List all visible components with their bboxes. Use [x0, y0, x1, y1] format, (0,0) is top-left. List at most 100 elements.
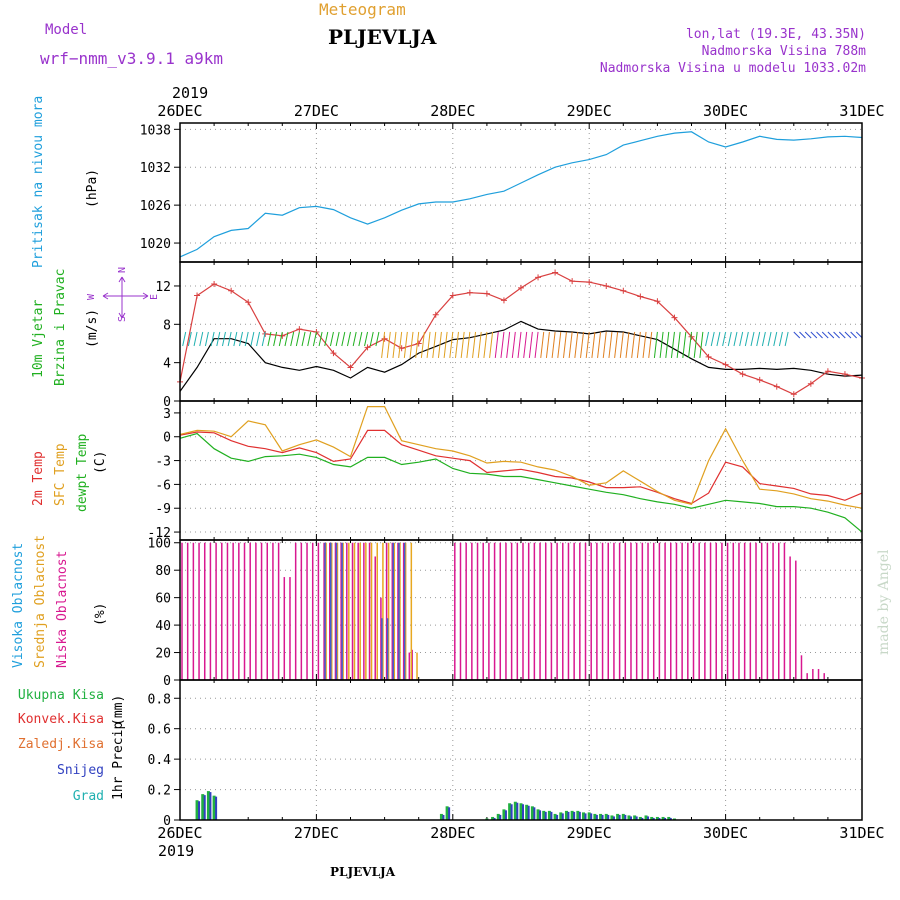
wind-vector [810, 331, 818, 339]
gust-point [637, 293, 644, 300]
precip-legend-frozen: Zaledj.Kisa [18, 737, 104, 752]
precip-bar [508, 803, 512, 820]
snow-bar [658, 817, 661, 820]
y-tick-label: 0 [163, 674, 171, 689]
wind-vector [460, 331, 465, 359]
snow-bar [533, 807, 536, 820]
wind-vector [827, 331, 835, 339]
y-tick-label: 1020 [140, 237, 171, 252]
wind-vector [659, 331, 664, 359]
wind-vector [233, 331, 238, 347]
y-tick-label: 4 [163, 357, 171, 372]
y-tick-label: 1026 [140, 199, 171, 214]
precip-bar [519, 803, 523, 820]
wind-vector [432, 331, 437, 359]
meteogram-label: Meteogram [319, 0, 406, 19]
snow-bar [567, 811, 570, 820]
wind-ylabel-1: 10m Vjetar [31, 300, 46, 378]
gust-point [756, 376, 763, 383]
wind-vector [778, 331, 783, 347]
panel-temperature: -12 -9 -6 -3 0 3 [148, 400, 863, 541]
wind-vector [517, 331, 522, 359]
gust-point [194, 292, 201, 299]
wind-vector [682, 331, 687, 359]
snow-bar [442, 814, 445, 820]
snow-bar [641, 817, 644, 820]
wind-vector [631, 331, 636, 359]
wind-vector [415, 331, 420, 359]
gust-point [773, 383, 780, 390]
snow-bar [607, 814, 610, 820]
wind-vector [392, 331, 397, 359]
time-tick-bottom: 29DEC [567, 824, 612, 842]
precip-bar [576, 810, 580, 820]
snow-bar [584, 813, 587, 820]
gust-point [620, 287, 627, 294]
wind-vector [352, 331, 357, 347]
precip-legend-total: Ukupna Kisa [18, 688, 104, 703]
wind-vector [739, 331, 744, 347]
wind-vector [506, 331, 511, 359]
wind-vector [705, 331, 710, 347]
snow-bar [618, 814, 621, 820]
precip-legend-snow: Snijeg [57, 763, 104, 778]
wind-vector [347, 331, 351, 347]
wind-vector [329, 331, 334, 347]
wind-vector [182, 331, 187, 347]
precip-bar [599, 813, 603, 820]
panel-frame [179, 679, 863, 821]
wind-vector [426, 331, 431, 359]
wind-vector [278, 331, 283, 347]
snow-bar [629, 816, 632, 820]
wind-vector [710, 331, 715, 347]
snow-bar [215, 796, 218, 820]
y-tick-label: 1032 [140, 161, 171, 176]
gust-point [364, 344, 371, 351]
snow-bar [550, 811, 553, 820]
model-elevation-label: Nadmorska Visina u modelu 1033.02m [600, 61, 866, 76]
wind-vector [528, 331, 533, 359]
wind-vector [744, 331, 749, 347]
precip-bar [621, 813, 625, 820]
gust-point [518, 284, 524, 291]
y-tick-label: 0 [163, 431, 171, 446]
wind-vector [614, 331, 619, 359]
precip-bar [604, 813, 608, 820]
gust-point [245, 299, 252, 306]
wind-vector [670, 331, 675, 359]
wind-vector [833, 331, 840, 339]
wind-vector [625, 331, 630, 359]
wind-vector [369, 331, 374, 347]
wind-vector [648, 331, 653, 359]
snow-bar [664, 817, 667, 820]
precip-bar [570, 810, 574, 820]
snow-bar [578, 811, 581, 820]
wind-vector [767, 331, 772, 347]
compass-east: E [149, 294, 160, 300]
wind-vector [557, 331, 562, 359]
wind-vector [773, 331, 778, 347]
precip-bar [547, 810, 551, 820]
wind-vector [210, 331, 215, 347]
footer-station: PLJEVLJA [330, 865, 396, 879]
y-tick-label: 40 [155, 619, 171, 634]
panel-frame [179, 400, 863, 541]
wind-vector [187, 331, 192, 347]
snow-bar [669, 817, 672, 820]
panel-pressure: 1020 1026 1032 1038 [140, 122, 863, 263]
snow-bar [516, 802, 519, 820]
precip-bar [661, 816, 665, 820]
precip-bar [627, 815, 631, 820]
wind-vector [799, 331, 806, 339]
wind-vector [793, 331, 801, 339]
time-tick-bottom: 27DEC [294, 824, 339, 842]
gust-point [466, 289, 473, 296]
snow-bar [499, 814, 502, 820]
precip-bar [616, 813, 620, 820]
gust-point [500, 297, 507, 304]
y-tick-label: 0.8 [148, 692, 171, 707]
snow-bar [504, 810, 507, 820]
wind-vector [239, 331, 244, 347]
y-tick-label: 1038 [140, 123, 171, 138]
wind-vector [816, 331, 823, 339]
